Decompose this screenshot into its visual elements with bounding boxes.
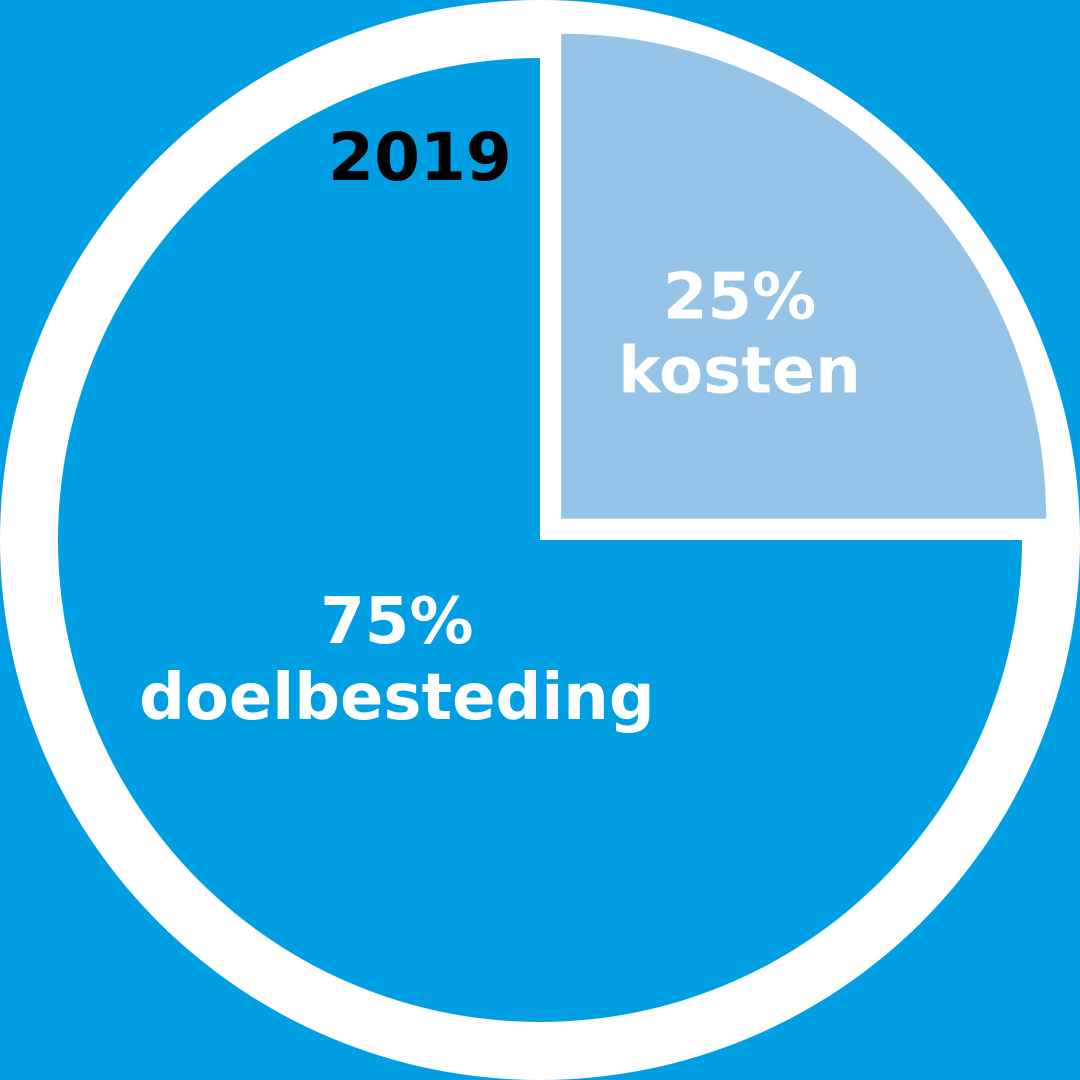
slice-category-label-doelbesteding: doelbesteding (139, 661, 655, 735)
slice-value-label-doelbesteding: 75% (320, 585, 473, 659)
slices-layer (58, 33, 1047, 1022)
slice-value-label-kosten: 25% (663, 260, 816, 334)
pie-slice-kosten (561, 33, 1047, 519)
labels-layer: 2019 25%kosten 75%doelbesteding (139, 119, 861, 735)
slice-category-label-kosten: kosten (618, 334, 860, 408)
chart-title: 2019 (328, 119, 512, 196)
pie-slice-doelbesteding (58, 58, 1022, 1022)
